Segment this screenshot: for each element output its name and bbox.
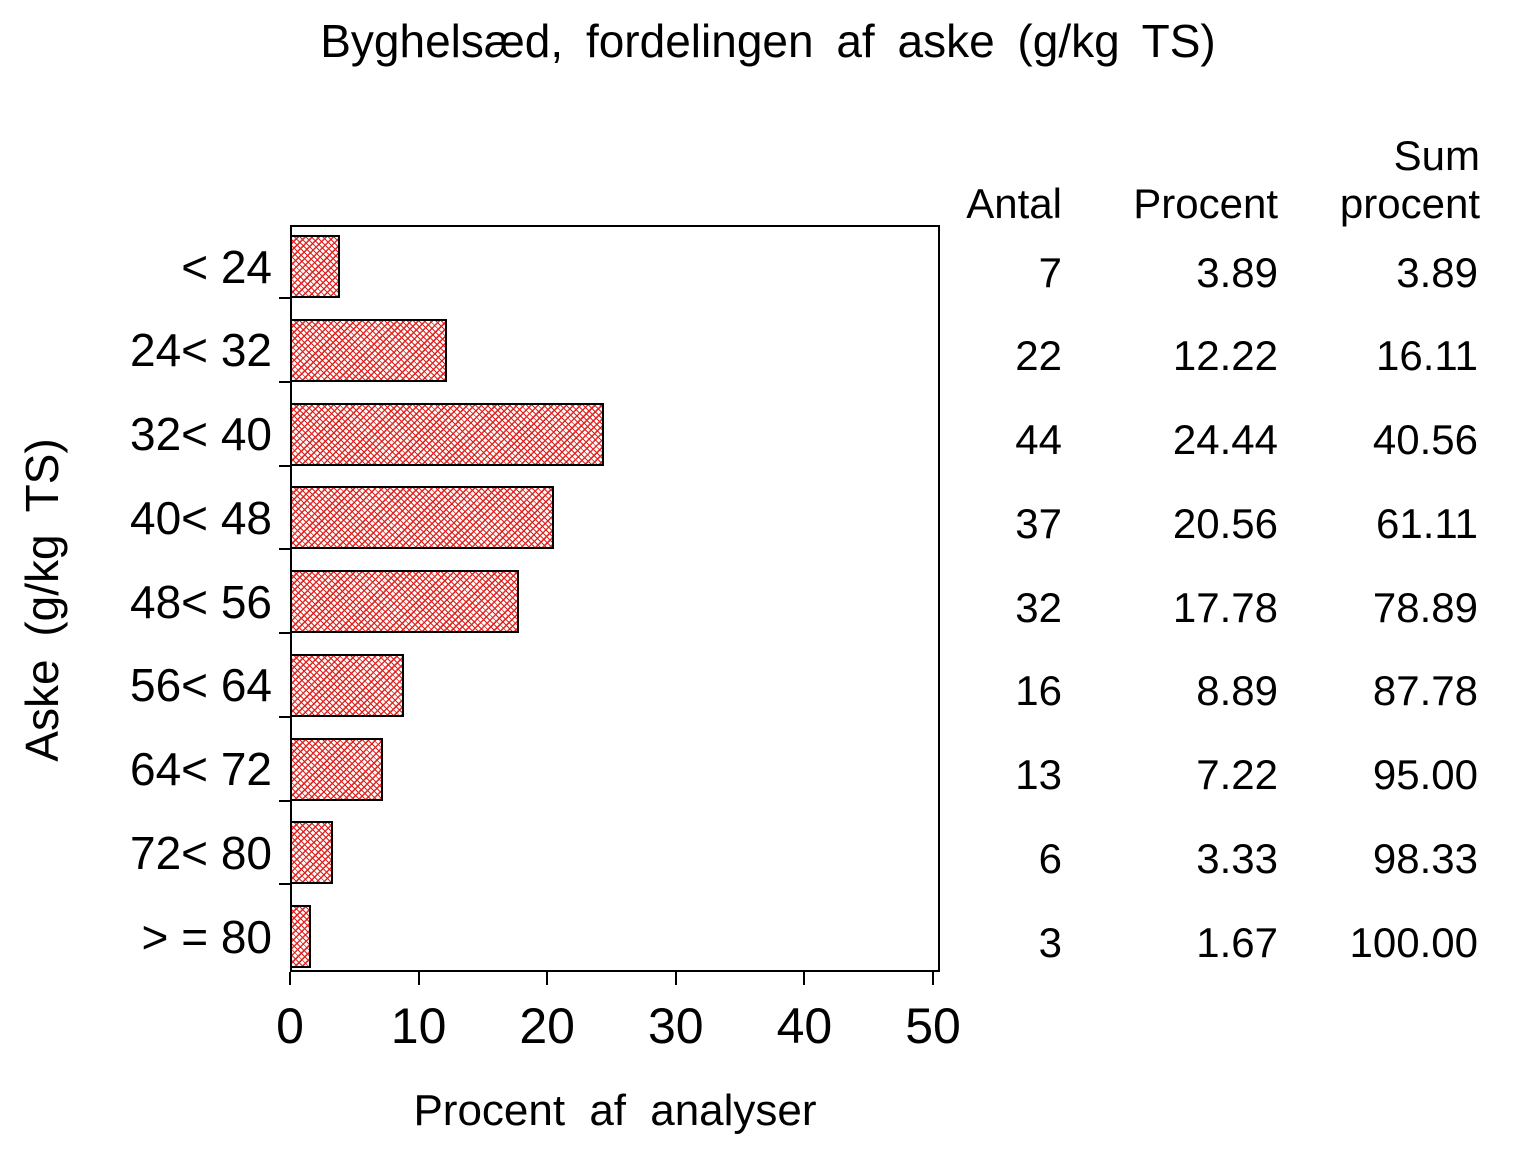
table-cell-procent: 12.22 — [1172, 332, 1278, 380]
bar — [290, 653, 404, 717]
y-axis-minor-tick — [279, 632, 292, 634]
chart-title: Byghelsæd, fordelingen af aske (g/kg TS) — [320, 15, 1216, 67]
y-axis-minor-tick — [279, 548, 292, 551]
table-cell-procent: 7.22 — [1196, 751, 1278, 798]
table-cell-sum-procent: 100.00 — [1349, 918, 1478, 966]
x-axis-tick — [546, 972, 549, 985]
x-axis-tick-label: 30 — [647, 998, 704, 1054]
x-axis-tick — [289, 972, 291, 985]
table-cell-procent: 8.89 — [1196, 667, 1278, 715]
category-label: 56< 64 — [130, 659, 272, 712]
x-axis-tick-label: 20 — [519, 998, 575, 1054]
bar — [290, 402, 604, 466]
table-cell-antal: 6 — [1038, 834, 1062, 882]
category-label: 40< 48 — [130, 491, 272, 544]
x-axis-tick-label: 10 — [390, 998, 447, 1054]
category-label: 48< 56 — [130, 575, 272, 628]
category-label: > = 80 — [141, 910, 272, 963]
y-axis-minor-tick — [279, 464, 292, 467]
x-axis-tick — [803, 972, 806, 985]
table-cell-sum-procent: 40.56 — [1372, 416, 1478, 463]
y-axis-minor-tick — [279, 715, 292, 718]
x-axis-tick — [674, 972, 677, 985]
table-header-antal: Antal — [966, 180, 1062, 227]
table-cell-procent: 3.33 — [1196, 834, 1278, 882]
table-cell-procent: 1.67 — [1196, 918, 1278, 966]
table-cell-procent: 17.78 — [1172, 583, 1278, 631]
category-label: < 24 — [181, 240, 272, 293]
bar — [290, 318, 447, 382]
y-axis-minor-tick — [279, 883, 292, 886]
x-axis-tick-label: 0 — [276, 998, 304, 1054]
table-cell-antal: 37 — [1015, 499, 1062, 547]
bar — [290, 821, 333, 885]
table-header-procent: Procent — [1133, 180, 1278, 227]
table-cell-antal: 7 — [1038, 248, 1062, 296]
x-axis-tick — [417, 972, 420, 985]
table-cell-antal: 22 — [1015, 332, 1062, 380]
table-cell-antal: 32 — [1015, 583, 1062, 631]
table-cell-procent: 20.56 — [1172, 499, 1278, 547]
bar — [290, 486, 554, 550]
x-axis-tick-label: 50 — [905, 998, 961, 1054]
table-cell-antal: 44 — [1015, 416, 1062, 463]
table-header-sum-line1: Sum — [1393, 132, 1480, 179]
x-axis-title: Procent af analyser — [413, 1086, 817, 1135]
table-cell-sum-procent: 87.78 — [1372, 667, 1478, 715]
category-label: 72< 80 — [130, 826, 272, 879]
table-cell-procent: 24.44 — [1172, 416, 1278, 463]
bar — [290, 905, 311, 968]
table-header-sum-procent: Sum procent — [1290, 132, 1480, 228]
category-label: 64< 72 — [130, 743, 272, 795]
bar — [290, 737, 383, 801]
category-label: 24< 32 — [130, 324, 272, 377]
bar — [290, 570, 519, 633]
table-cell-sum-procent: 3.89 — [1396, 248, 1478, 296]
table-cell-procent: 3.89 — [1196, 248, 1278, 296]
table-cell-sum-procent: 78.89 — [1372, 583, 1478, 631]
category-label: 32< 40 — [130, 408, 272, 460]
y-axis-minor-tick — [279, 380, 292, 383]
table-cell-antal: 16 — [1015, 667, 1062, 715]
table-header-sum-line2: procent — [1339, 180, 1480, 227]
x-axis-tick-label: 40 — [776, 998, 833, 1054]
bar — [290, 235, 340, 298]
table-cell-antal: 3 — [1038, 918, 1062, 966]
table-cell-sum-procent: 16.11 — [1376, 332, 1478, 380]
x-axis-tick — [932, 972, 934, 985]
table-cell-sum-procent: 98.33 — [1372, 834, 1478, 882]
table-cell-sum-procent: 61.11 — [1376, 499, 1478, 547]
table-cell-antal: 13 — [1015, 751, 1062, 798]
y-axis-minor-tick — [279, 799, 292, 802]
y-axis-minor-tick — [279, 297, 292, 299]
table-cell-sum-procent: 95.00 — [1372, 751, 1478, 798]
